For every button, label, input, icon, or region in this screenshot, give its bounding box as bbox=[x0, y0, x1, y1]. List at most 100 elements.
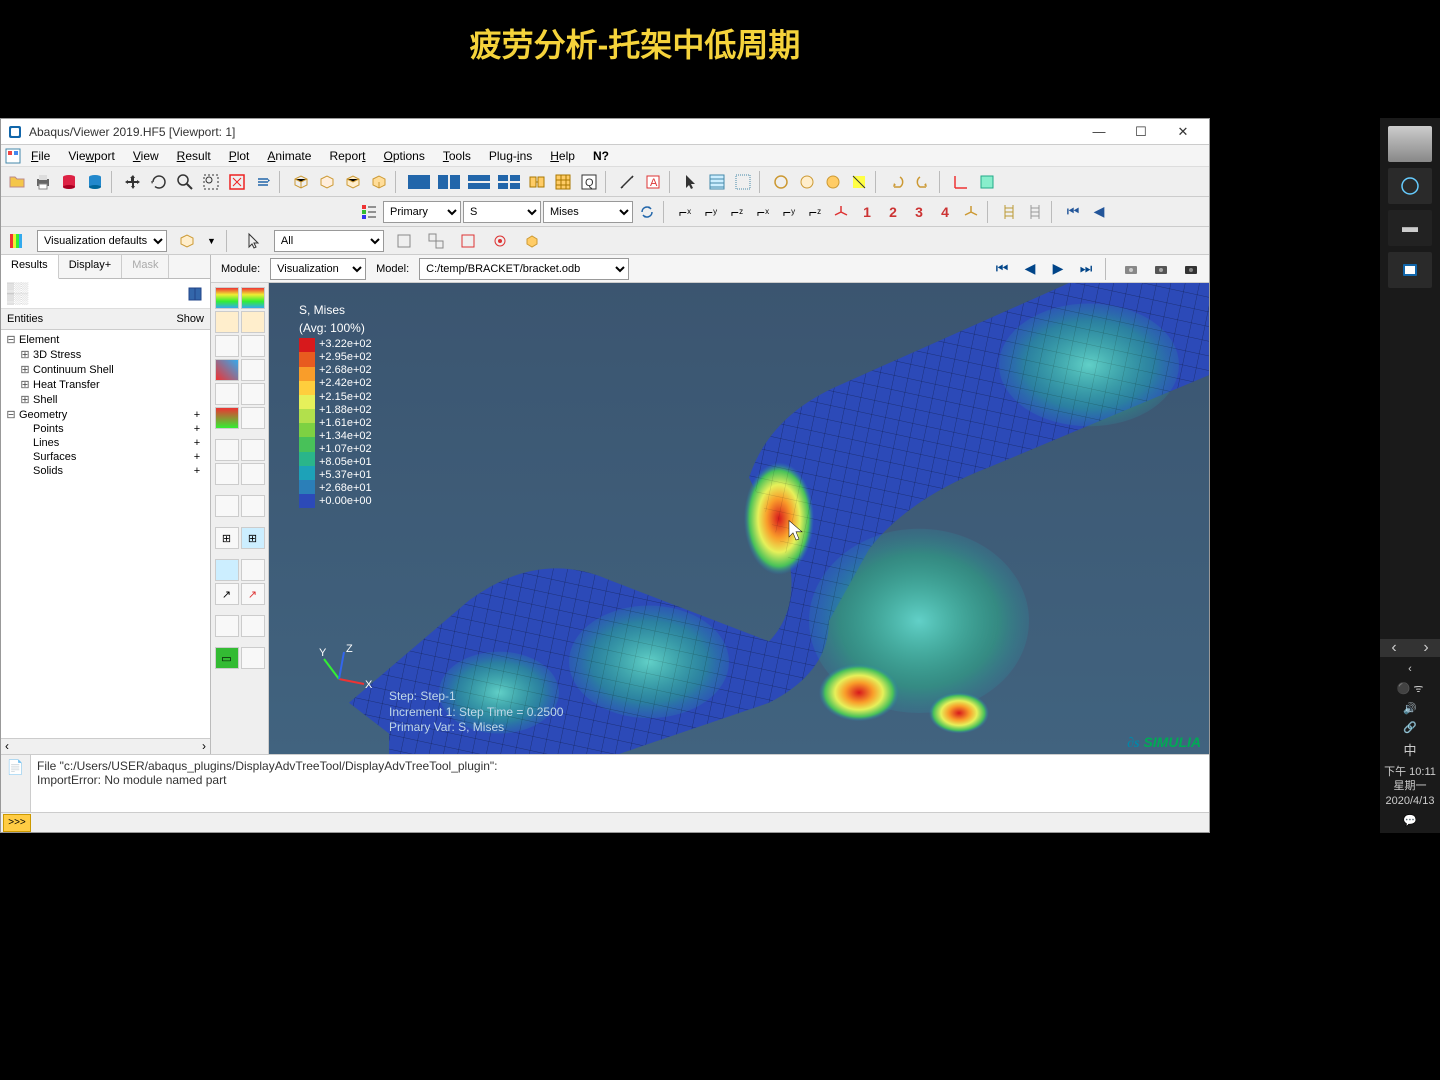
tree-row[interactable]: Surfaces+ bbox=[5, 450, 206, 464]
tree-row[interactable]: ⊟Element bbox=[5, 332, 206, 347]
tbx-3[interactable] bbox=[215, 311, 239, 333]
first-button[interactable]: ⏮ bbox=[991, 259, 1013, 279]
link-icon[interactable] bbox=[525, 170, 549, 194]
model-select[interactable]: C:/temp/BRACKET/bracket.odb bbox=[419, 258, 629, 280]
taskbar-app-4[interactable] bbox=[1388, 252, 1432, 288]
highlight-icon[interactable] bbox=[847, 170, 871, 194]
last-button[interactable]: ⏭ bbox=[1075, 259, 1097, 279]
tbx-23[interactable]: ↗ bbox=[215, 583, 239, 605]
tbx-21[interactable] bbox=[215, 559, 239, 581]
tray-sound-icon[interactable]: 🔊 bbox=[1403, 702, 1417, 715]
tbx-2[interactable] bbox=[241, 287, 265, 309]
scroll-right-icon[interactable]: › bbox=[198, 739, 210, 754]
persp-icon[interactable] bbox=[289, 170, 313, 194]
tbx-24[interactable]: ↗ bbox=[241, 583, 265, 605]
layout1-icon[interactable] bbox=[405, 170, 433, 194]
redo-icon[interactable] bbox=[911, 170, 935, 194]
circle3-icon[interactable] bbox=[821, 170, 845, 194]
zoombox-icon[interactable] bbox=[199, 170, 223, 194]
cs1-icon[interactable] bbox=[949, 170, 973, 194]
tbx-14[interactable] bbox=[241, 439, 265, 461]
tbx-26[interactable] bbox=[241, 615, 265, 637]
menu-plot[interactable]: Plot bbox=[221, 147, 258, 165]
scroll-left-icon[interactable]: ‹ bbox=[1, 739, 13, 754]
module-select[interactable]: Visualization bbox=[270, 258, 366, 280]
tb-scroll-right[interactable]: › bbox=[1412, 639, 1440, 657]
taskbar-app-3[interactable]: ▬ bbox=[1388, 210, 1432, 246]
tbx-13[interactable] bbox=[215, 439, 239, 461]
circle2-icon[interactable] bbox=[795, 170, 819, 194]
tab-results[interactable]: Results bbox=[1, 255, 59, 279]
tbx-17[interactable] bbox=[215, 495, 239, 517]
tree-row[interactable]: ⊞Continuum Shell bbox=[5, 362, 206, 377]
tbx-20[interactable]: ⊞ bbox=[241, 527, 265, 549]
tbx-10[interactable] bbox=[241, 383, 265, 405]
cs2-icon[interactable] bbox=[975, 170, 999, 194]
tray-up-icon[interactable]: ‹ bbox=[1408, 663, 1412, 675]
first-frame-icon[interactable]: ⏮ bbox=[1061, 200, 1085, 224]
menu-viewport[interactable]: Viewport bbox=[60, 147, 123, 165]
tbx-15[interactable] bbox=[215, 463, 239, 485]
sel5-icon[interactable] bbox=[520, 229, 544, 253]
tray-notifications-icon[interactable]: 💬 bbox=[1403, 814, 1417, 827]
prev-frame-icon[interactable]: ◀ bbox=[1087, 200, 1111, 224]
colormap-icon[interactable] bbox=[5, 229, 29, 253]
tbx-6[interactable] bbox=[241, 335, 265, 357]
camera2-icon[interactable] bbox=[1149, 257, 1173, 281]
mdb-icon[interactable] bbox=[5, 148, 21, 164]
iso1-icon[interactable] bbox=[315, 170, 339, 194]
q-icon[interactable]: Q bbox=[577, 170, 601, 194]
view-neg-z-icon[interactable]: ⌐z bbox=[803, 200, 827, 224]
db2-icon[interactable] bbox=[83, 170, 107, 194]
tray-wifi-icon[interactable]: ⚫ ᯤ bbox=[1397, 681, 1424, 696]
menu-animate[interactable]: Animate bbox=[259, 147, 319, 165]
rotate-icon[interactable] bbox=[147, 170, 171, 194]
csys-2-button[interactable]: 2 bbox=[881, 200, 905, 224]
camera3-icon[interactable] bbox=[1179, 257, 1203, 281]
print-icon[interactable] bbox=[31, 170, 55, 194]
tb-scroll-left[interactable]: ‹ bbox=[1380, 639, 1408, 657]
view-neg-y-icon[interactable]: ⌐y bbox=[777, 200, 801, 224]
tbx-22[interactable] bbox=[241, 559, 265, 581]
circle1-icon[interactable] bbox=[769, 170, 793, 194]
tbx-19[interactable]: ⊞ bbox=[215, 527, 239, 549]
db-icon[interactable] bbox=[57, 170, 81, 194]
tree-row[interactable]: ⊞Heat Transfer bbox=[5, 377, 206, 392]
tab-display[interactable]: Display+ bbox=[59, 255, 123, 278]
camera1-icon[interactable] bbox=[1119, 257, 1143, 281]
menu-plugins[interactable]: Plug-ins bbox=[481, 147, 540, 165]
defaults-select[interactable]: Visualization defaults bbox=[37, 230, 167, 252]
iso2-icon[interactable] bbox=[341, 170, 365, 194]
filter-select[interactable]: All bbox=[274, 230, 384, 252]
output-icon[interactable] bbox=[357, 200, 381, 224]
menu-whatsthis[interactable]: N? bbox=[585, 147, 617, 165]
minimize-button[interactable]: — bbox=[1079, 121, 1119, 143]
pointer-icon[interactable] bbox=[242, 229, 266, 253]
pan-icon[interactable] bbox=[121, 170, 145, 194]
tray-link-icon[interactable]: 🔗 bbox=[1403, 721, 1417, 734]
fit-icon[interactable] bbox=[225, 170, 249, 194]
menu-view[interactable]: View bbox=[125, 147, 167, 165]
menu-report[interactable]: Report bbox=[321, 147, 373, 165]
tbx-1[interactable] bbox=[215, 287, 239, 309]
tree-row[interactable]: Solids+ bbox=[5, 464, 206, 478]
measure-icon[interactable] bbox=[615, 170, 639, 194]
view-yz-icon[interactable]: ⌐y bbox=[699, 200, 723, 224]
view-xy-icon[interactable]: ⌐x bbox=[673, 200, 697, 224]
tray-clock[interactable]: 下午 10:11 星期一 2020/4/13 bbox=[1384, 765, 1436, 808]
cli-button[interactable]: >>> bbox=[3, 814, 31, 832]
tbx-16[interactable] bbox=[241, 463, 265, 485]
tbx-9[interactable] bbox=[215, 383, 239, 405]
grid-opts-icon[interactable] bbox=[705, 170, 729, 194]
tree-row[interactable]: ⊞3D Stress bbox=[5, 347, 206, 362]
tbx-5[interactable] bbox=[215, 335, 239, 357]
menu-help[interactable]: Help bbox=[542, 147, 583, 165]
tree-row[interactable]: ⊟Geometry+ bbox=[5, 407, 206, 422]
tbx-8[interactable] bbox=[241, 359, 265, 381]
ladder2-icon[interactable] bbox=[1023, 200, 1047, 224]
taskbar-app-1[interactable] bbox=[1388, 126, 1432, 162]
annot-icon[interactable]: A bbox=[641, 170, 665, 194]
legend-top-icon[interactable]: ▒░░▒░░ bbox=[7, 283, 28, 305]
tbx-4[interactable] bbox=[241, 311, 265, 333]
menu-file[interactable]: File bbox=[23, 147, 58, 165]
